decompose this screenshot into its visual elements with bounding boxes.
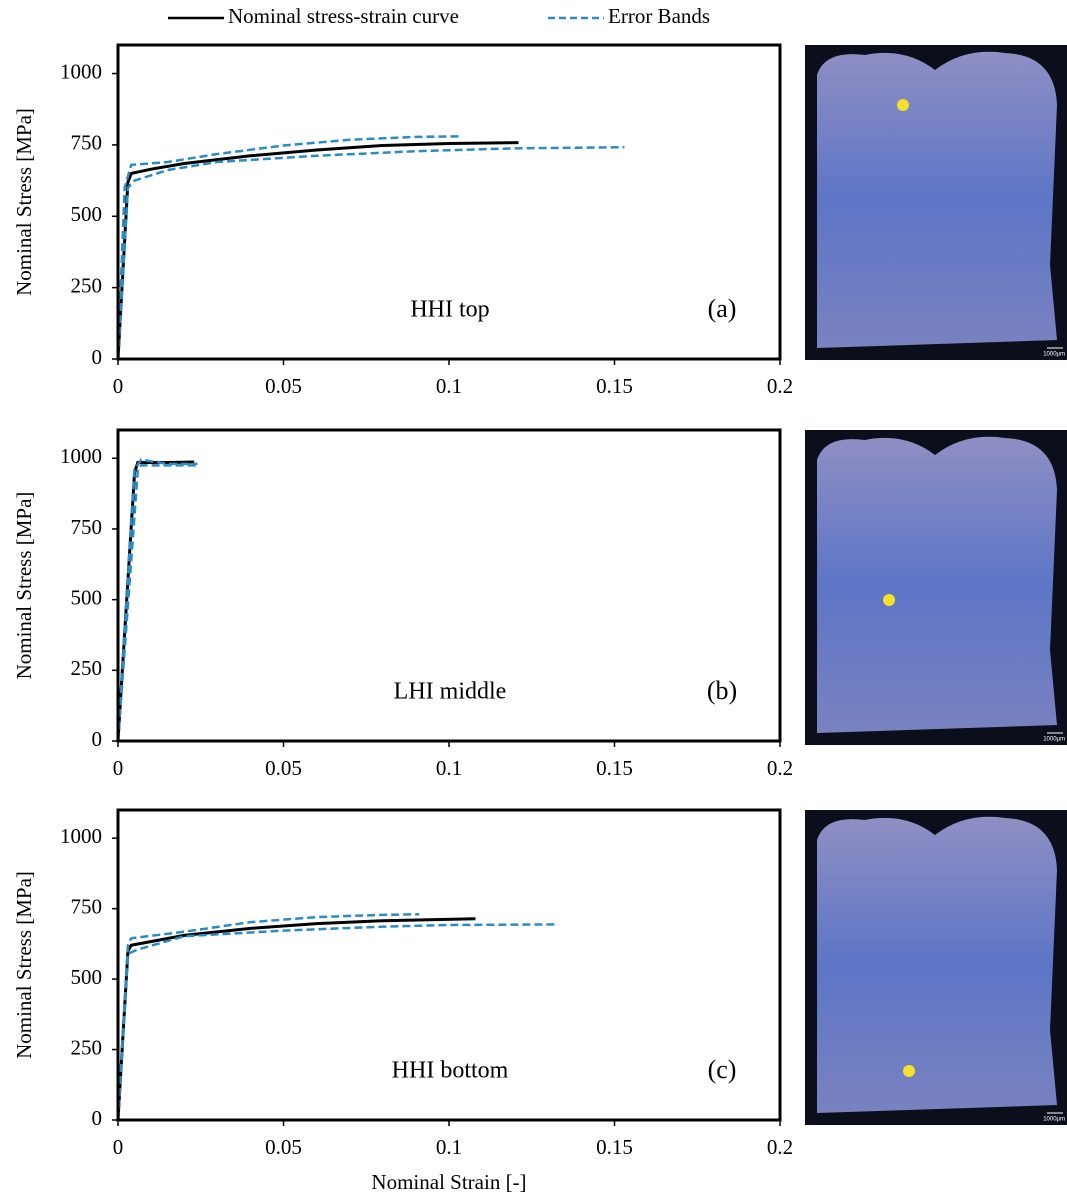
- series-line: [116, 917, 476, 1121]
- scale-label: 1000μm: [1043, 1117, 1065, 1123]
- measurement-point: [897, 99, 909, 111]
- panel-label: (c): [708, 1055, 737, 1084]
- plot-frame: [116, 428, 782, 743]
- x-tick-label: 0: [113, 1135, 124, 1159]
- scale-label: 1000μm: [1043, 352, 1065, 358]
- x-axis-label: Nominal Strain [-]: [371, 1170, 526, 1194]
- x-tick-label: 0.2: [767, 756, 793, 780]
- x-tick-label: 0.05: [265, 756, 302, 780]
- y-tick-label: 500: [71, 965, 103, 989]
- y-tick-label: 0: [92, 345, 103, 369]
- x-tick-label: 0.2: [767, 374, 793, 398]
- x-tick-label: 0.2: [767, 1135, 793, 1159]
- annotation: LHI middle: [394, 679, 507, 705]
- x-tick-label: 0.15: [596, 756, 633, 780]
- series-line: [116, 923, 555, 1121]
- x-tick-label: 0.05: [265, 1135, 302, 1159]
- y-tick-label: 250: [71, 273, 103, 297]
- annotation: HHI top: [410, 297, 489, 323]
- panel-label: (a): [708, 294, 737, 323]
- x-tick-label: 0.15: [596, 374, 633, 398]
- y-tick-label: 750: [71, 894, 103, 918]
- panel-label: (b): [707, 676, 737, 705]
- y-tick-label: 750: [71, 131, 103, 155]
- series-line: [116, 458, 198, 742]
- plot-frame: [116, 43, 782, 361]
- y-tick-label: 250: [71, 656, 103, 680]
- y-tick-label: 750: [71, 515, 103, 539]
- plot-frame: [116, 808, 782, 1122]
- y-tick-label: 500: [71, 585, 103, 609]
- x-tick-label: 0.15: [596, 1135, 633, 1159]
- x-tick-label: 0.1: [436, 756, 462, 780]
- series-line: [116, 464, 198, 742]
- x-tick-label: 0.1: [436, 374, 462, 398]
- measurement-point: [903, 1065, 915, 1077]
- micrograph-weld: [817, 51, 1057, 349]
- series-line: [116, 141, 519, 360]
- legend-label: Error Bands: [608, 4, 710, 28]
- x-tick-label: 0: [113, 374, 124, 398]
- y-axis-label: Nominal Stress [MPa]: [12, 108, 36, 296]
- y-tick-label: 1000: [60, 444, 102, 468]
- annotation: HHI bottom: [392, 1058, 509, 1084]
- y-tick-label: 1000: [60, 59, 102, 83]
- series-line: [116, 145, 625, 360]
- x-tick-label: 0.05: [265, 374, 302, 398]
- series-line: [116, 135, 459, 360]
- y-tick-label: 250: [71, 1035, 103, 1059]
- y-tick-label: 0: [92, 727, 103, 751]
- legend-label: Nominal stress-strain curve: [228, 4, 459, 28]
- y-tick-label: 0: [92, 1106, 103, 1130]
- series-line: [116, 913, 420, 1121]
- scale-label: 1000μm: [1043, 737, 1065, 743]
- micrograph-weld: [817, 436, 1057, 733]
- y-axis-label: Nominal Stress [MPa]: [12, 871, 36, 1059]
- micrograph-weld: [817, 816, 1057, 1113]
- y-tick-label: 1000: [60, 824, 102, 848]
- x-tick-label: 0: [113, 756, 124, 780]
- y-tick-label: 500: [71, 202, 103, 226]
- y-axis-label: Nominal Stress [MPa]: [12, 492, 36, 680]
- x-tick-label: 0.1: [436, 1135, 462, 1159]
- measurement-point: [883, 594, 895, 606]
